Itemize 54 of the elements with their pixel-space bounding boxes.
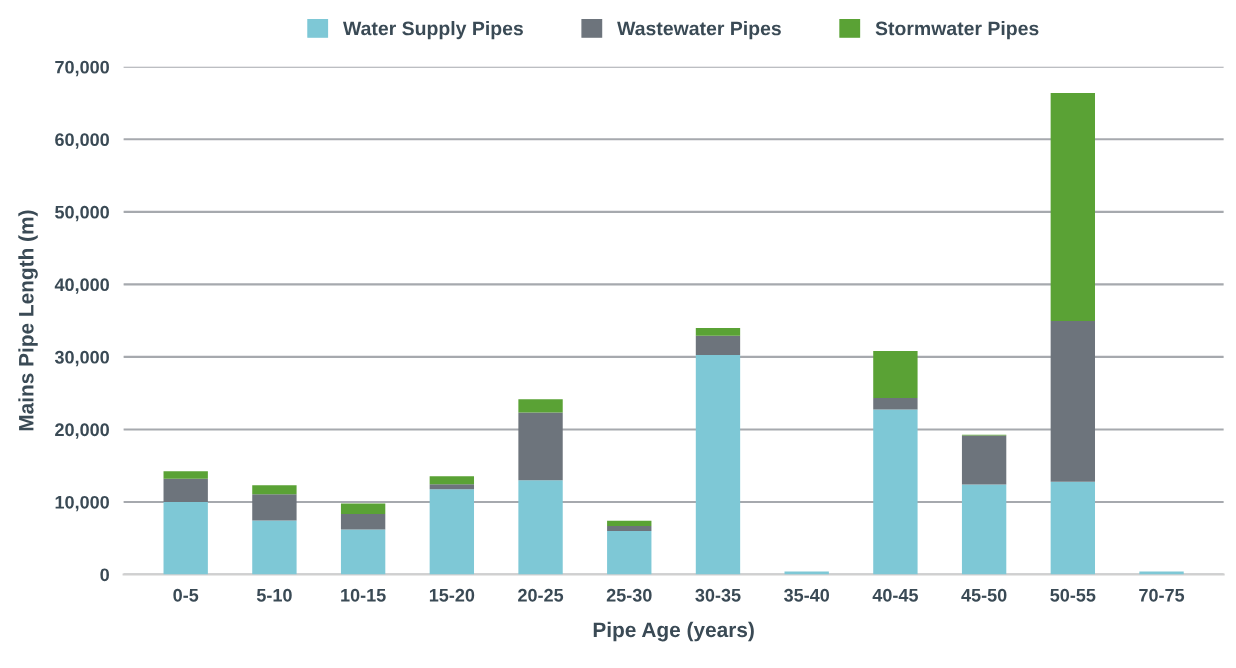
legend-label: Stormwater Pipes [875,21,1039,40]
bar [1050,92,1096,321]
x-tick-label: 5-10 [256,588,292,602]
bar [1050,481,1096,575]
bar [340,503,386,514]
x-tick-label: 40-45 [872,588,918,602]
legend-label: Wastewater Pipes [617,21,781,40]
y-tick-label: 10,000 [55,495,109,512]
bar [607,520,652,526]
x-tick-label: 15-20 [429,588,475,602]
x-tick-label: 10-15 [341,588,386,602]
bar [961,484,1007,575]
y-tick-label: 60,000 [55,133,109,149]
x-tick-label: 35-40 [784,588,830,602]
x-tick-label: 30-35 [695,588,741,602]
x-axis-title: Pipe Age (years) [593,621,754,642]
bar [961,435,1007,485]
bar [252,494,297,521]
bar [873,351,918,398]
bar [873,397,918,410]
y-tick-label: 0 [100,568,109,582]
bar [163,471,208,479]
bar [340,513,386,530]
bar [695,335,741,356]
bar [518,399,563,413]
bar [518,412,563,481]
y-axis-title: Mains Pipe Length (m) [18,210,38,431]
y-tick-label: 70,000 [55,60,109,77]
bar [429,489,475,575]
bar [340,529,386,575]
bar [695,327,741,336]
bar [607,530,652,575]
bar [1050,321,1096,482]
y-tick-label: 30,000 [54,350,109,367]
bar [429,484,475,490]
bar [695,355,741,575]
bar [163,478,208,502]
x-tick-label: 45-50 [961,588,1007,602]
y-tick-label: 20,000 [55,423,109,439]
y-tick-label: 40,000 [54,278,109,294]
x-tick-label: 70-75 [1139,588,1185,602]
x-tick-label: 0-5 [173,588,199,602]
bar [873,409,918,575]
bar [163,501,208,575]
y-tick-label: 50,000 [55,205,109,222]
x-tick-label: 25-30 [606,588,652,602]
legend-label: Water Supply Pipes [342,21,523,40]
bar [252,520,297,575]
bar [252,485,297,495]
bar [429,476,475,485]
x-tick-label: 50-55 [1050,588,1096,602]
x-tick-label: 20-25 [518,588,564,602]
bar [518,480,563,575]
bar [607,525,652,531]
